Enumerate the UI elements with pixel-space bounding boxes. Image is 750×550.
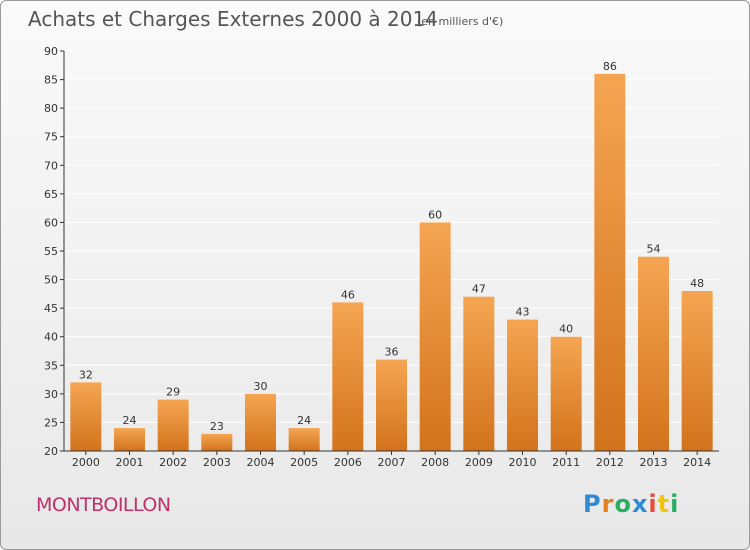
logo-letter: r xyxy=(601,490,615,518)
bar-2014 xyxy=(681,291,713,451)
x-tick-label: 2009 xyxy=(465,456,493,469)
y-tick-label: 35 xyxy=(44,359,58,372)
logo-letter: i xyxy=(670,490,680,518)
y-tick-label: 25 xyxy=(44,416,58,429)
value-label-2000: 32 xyxy=(79,368,93,381)
y-tick-label: 20 xyxy=(44,445,58,458)
bar-2007 xyxy=(376,359,407,451)
logo-letter: x xyxy=(631,490,649,518)
bars xyxy=(70,73,713,451)
logo-letter: o xyxy=(614,490,632,518)
x-tick-label: 2012 xyxy=(596,456,624,469)
bar-2005 xyxy=(288,428,320,451)
value-label-2007: 36 xyxy=(385,346,399,359)
y-tick-label: 80 xyxy=(44,102,58,115)
proxiti-logo: Proxiti xyxy=(583,490,679,518)
x-tick-label: 2003 xyxy=(203,456,231,469)
x-tick-label: 2008 xyxy=(421,456,449,469)
value-label-2004: 30 xyxy=(254,380,268,393)
bar-2013 xyxy=(638,256,669,451)
x-tick-label: 2006 xyxy=(334,456,362,469)
value-label-2011: 40 xyxy=(559,323,573,336)
y-tick-label: 45 xyxy=(44,302,58,315)
x-tick-label: 2011 xyxy=(552,456,580,469)
bar-2008 xyxy=(419,222,451,451)
x-tick-label: 2007 xyxy=(378,456,406,469)
bar-2003 xyxy=(201,433,233,451)
bar-2004 xyxy=(245,393,276,451)
value-label-2008: 60 xyxy=(428,208,442,221)
value-label-2001: 24 xyxy=(123,414,137,427)
x-tick-label: 2001 xyxy=(116,456,144,469)
chart-subtitle: (en milliers d'€) xyxy=(417,15,504,28)
commune-name: MONTBOILLON xyxy=(36,494,171,516)
logo-letter: t xyxy=(657,490,671,518)
bar-2009 xyxy=(463,296,495,451)
chart-title: Achats et Charges Externes 2000 à 2014 xyxy=(28,7,438,31)
x-tick-label: 2002 xyxy=(159,456,187,469)
y-tick-label: 50 xyxy=(44,274,58,287)
y-tick-label: 55 xyxy=(44,245,58,258)
y-tick-label: 30 xyxy=(44,388,58,401)
value-label-2003: 23 xyxy=(210,420,224,433)
x-tick-label: 2014 xyxy=(683,456,711,469)
x-tick-label: 2004 xyxy=(247,456,275,469)
value-label-2009: 47 xyxy=(472,283,486,296)
x-tick-label: 2000 xyxy=(72,456,100,469)
value-label-2014: 48 xyxy=(690,277,704,290)
y-tick-label: 40 xyxy=(44,331,58,344)
value-label-2012: 86 xyxy=(603,60,617,73)
bar-2001 xyxy=(114,428,145,451)
y-tick-label: 65 xyxy=(44,188,58,201)
value-labels: 32 24 29 23 30 24 46 36 60 47 43 40 86 54 48 xyxy=(79,60,704,433)
x-tick-label: 2010 xyxy=(509,456,537,469)
logo-letter: P xyxy=(583,490,602,518)
value-label-2005: 24 xyxy=(297,414,311,427)
x-tick-label: 2005 xyxy=(290,456,318,469)
y-tick-label: 75 xyxy=(44,131,58,144)
value-label-2002: 29 xyxy=(166,386,180,399)
bar-2011 xyxy=(550,336,582,451)
logo-letter: i xyxy=(648,490,658,518)
value-label-2013: 54 xyxy=(647,243,661,256)
bar-2010 xyxy=(507,319,538,451)
y-tick-label: 85 xyxy=(44,74,58,87)
x-tick-label: 2013 xyxy=(640,456,668,469)
value-label-2010: 43 xyxy=(516,306,530,319)
y-tick-label: 60 xyxy=(44,216,58,229)
bar-2002 xyxy=(157,399,189,451)
y-tick-label: 90 xyxy=(44,45,58,58)
axes: 20 25 30 35 40 45 50 55 60 65 70 75 80 85 90 2000 2001 20… xyxy=(44,45,719,469)
bar-2012 xyxy=(594,73,626,451)
value-label-2006: 46 xyxy=(341,288,355,301)
y-tick-label: 70 xyxy=(44,159,58,172)
bar-2006 xyxy=(332,302,364,451)
bar-2000 xyxy=(70,382,102,451)
